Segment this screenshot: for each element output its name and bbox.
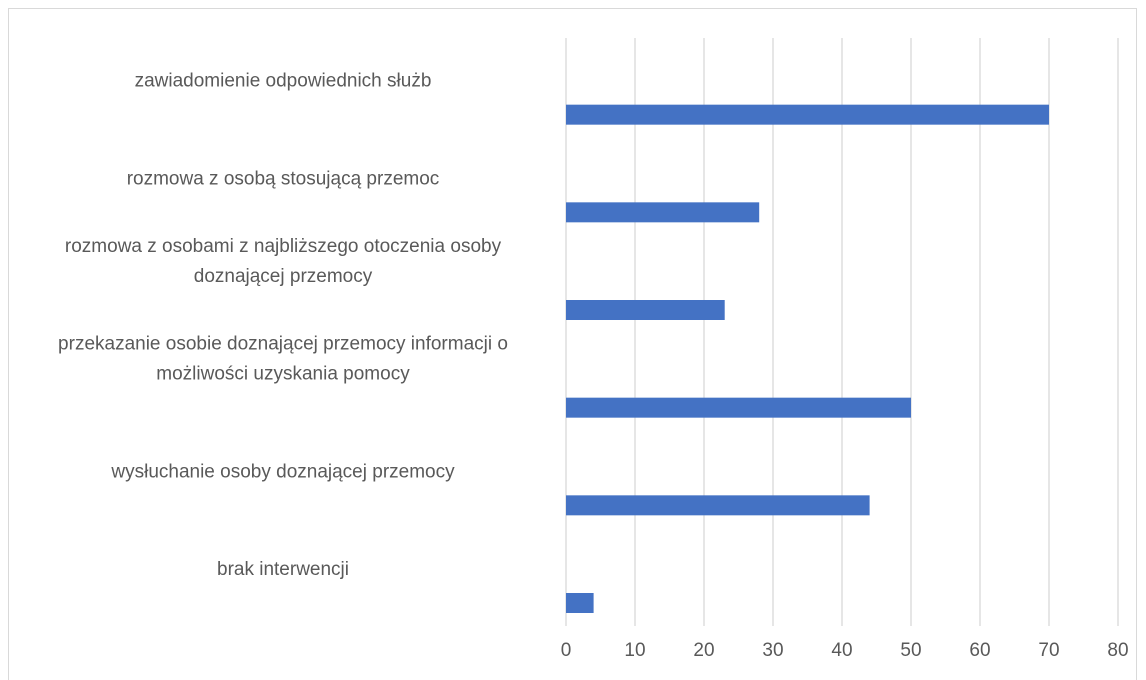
- category-label: możliwości uzyskania pomocy: [156, 364, 410, 385]
- x-tick-label: 70: [1038, 640, 1059, 661]
- x-tick-label: 20: [693, 640, 714, 661]
- category-label: rozmowa z osobą stosującą przemoc: [127, 168, 440, 189]
- bar: [566, 495, 870, 516]
- x-tick-label: 30: [762, 640, 783, 661]
- x-tick-label: 40: [831, 640, 852, 661]
- category-label: doznającej przemocy: [194, 266, 373, 287]
- x-tick-label: 0: [561, 640, 572, 661]
- category-label: przekazanie osobie doznającej przemocy i…: [58, 334, 508, 355]
- x-tick-label: 10: [624, 640, 645, 661]
- category-label: wysłuchanie osoby doznającej przemocy: [110, 461, 455, 482]
- x-tick-label: 60: [969, 640, 990, 661]
- bar: [566, 397, 911, 418]
- category-label: brak interwencji: [217, 559, 349, 580]
- x-tick-label: 50: [900, 640, 921, 661]
- bar: [566, 104, 1049, 125]
- x-tick-label: 80: [1107, 640, 1128, 661]
- category-label: zawiadomienie odpowiednich służb: [135, 71, 432, 92]
- bar: [566, 202, 760, 223]
- chart-frame: [8, 8, 1137, 680]
- bar: [566, 300, 725, 320]
- bar: [566, 593, 594, 613]
- category-label: rozmowa z osobami z najbliższego otoczen…: [65, 236, 502, 257]
